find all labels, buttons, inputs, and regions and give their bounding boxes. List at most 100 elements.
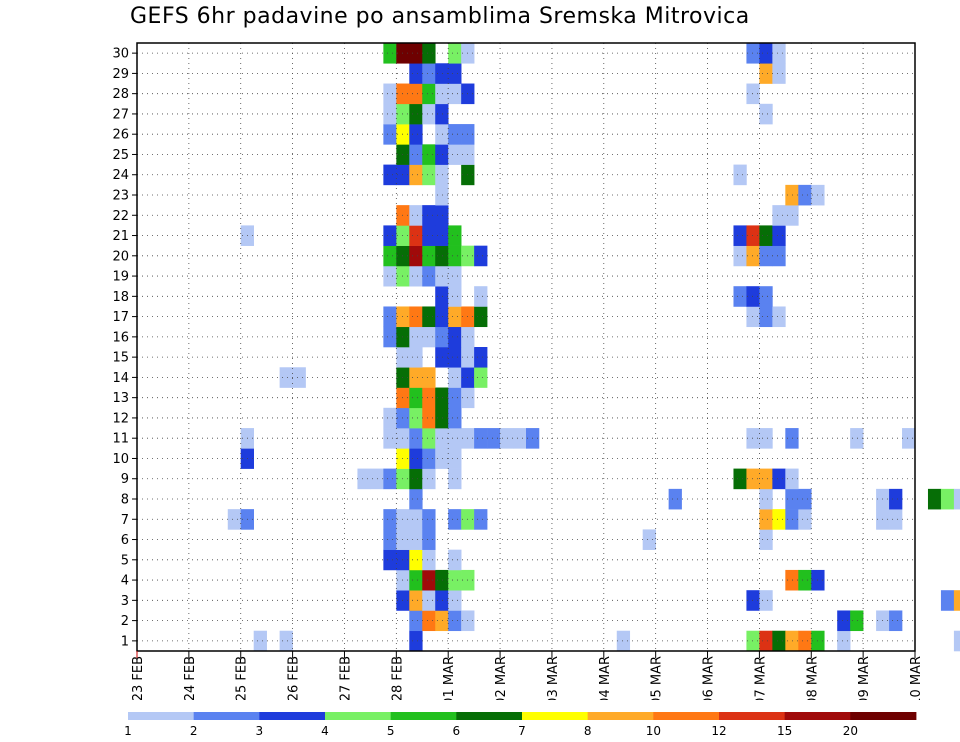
x-tick-label: 08 MAR — [805, 656, 820, 700]
heatmap-cell — [435, 124, 449, 145]
heatmap-cell — [746, 43, 760, 64]
y-tick-label: 6 — [121, 533, 129, 548]
heatmap-cell — [409, 63, 423, 84]
heatmap-cell — [733, 286, 747, 307]
heatmap-cell — [448, 509, 462, 530]
heatmap-cell — [422, 549, 436, 571]
heatmap-cell — [422, 144, 436, 165]
heatmap-cell — [759, 43, 773, 64]
y-tick-label: 23 — [112, 189, 129, 204]
legend-swatch — [259, 712, 326, 720]
heatmap-cell — [772, 43, 786, 64]
heatmap-cell — [409, 610, 423, 632]
legend-label: 6 — [453, 724, 461, 738]
heatmap-cell — [759, 590, 773, 611]
y-tick-label: 30 — [112, 47, 129, 62]
heatmap-cell — [798, 569, 812, 591]
heatmap-cell — [746, 245, 760, 267]
heatmap-cell — [850, 610, 864, 632]
heatmap-cell — [785, 428, 799, 449]
heatmap-cell — [448, 549, 462, 571]
heatmap-cell — [448, 245, 462, 267]
heatmap-cell — [409, 103, 423, 125]
y-tick-label: 22 — [112, 209, 129, 224]
heatmap-cell — [409, 367, 423, 388]
y-tick-label: 24 — [112, 168, 129, 183]
x-tick-label: 06 MAR — [702, 656, 717, 700]
heatmap-cell — [422, 63, 436, 84]
heatmap-cell — [409, 306, 423, 328]
heatmap-cell — [487, 428, 501, 449]
heatmap-cell — [409, 326, 423, 348]
x-tick-label: 01 MAR — [442, 656, 457, 700]
heatmap-cell — [759, 509, 773, 530]
heatmap-cell — [409, 83, 423, 105]
heatmap-cell — [772, 225, 786, 246]
heatmap-cell — [383, 124, 397, 145]
heatmap-cell — [474, 509, 488, 530]
heatmap-cell — [733, 245, 747, 267]
heatmap-cell — [798, 184, 812, 206]
heatmap-cell — [474, 367, 488, 388]
heatmap-cell — [422, 245, 436, 267]
legend-label: 8 — [584, 724, 592, 738]
heatmap-cell — [422, 103, 436, 125]
x-tick-label: 25 FEB — [235, 656, 250, 700]
heatmap-cell — [850, 428, 864, 449]
heatmap-cell — [383, 468, 397, 490]
y-tick-label: 19 — [112, 270, 129, 285]
heatmap-cell — [746, 428, 760, 449]
heatmap-cell — [759, 529, 773, 550]
heatmap-cell — [746, 306, 760, 328]
heatmap-cell — [357, 468, 371, 490]
heatmap-cell — [642, 529, 656, 550]
x-tick-label: 27 FEB — [338, 656, 353, 700]
heatmap-cell — [772, 630, 786, 652]
heatmap-cell — [668, 488, 682, 510]
y-tick-label: 14 — [112, 371, 129, 386]
heatmap-cells — [227, 43, 960, 652]
legend-label: 15 — [777, 724, 792, 738]
heatmap-cell — [798, 630, 812, 652]
x-tick-label: 26 FEB — [287, 656, 302, 700]
heatmap-cell — [785, 569, 799, 591]
heatmap-cell — [409, 630, 423, 652]
heatmap-cell — [448, 225, 462, 246]
y-tick-label: 29 — [112, 67, 129, 82]
heatmap-cell — [759, 468, 773, 490]
legend-label: 12 — [711, 724, 726, 738]
x-tick-label: 10 MAR — [909, 656, 924, 700]
heatmap-cell — [759, 488, 773, 510]
heatmap-cell — [435, 164, 449, 186]
heatmap-cell — [422, 468, 436, 490]
legend-label: 5 — [387, 724, 395, 738]
heatmap-cell — [409, 205, 423, 226]
heatmap-cell — [759, 428, 773, 449]
legend-swatch — [390, 712, 457, 720]
heatmap-cell — [383, 164, 397, 186]
heatmap-cell — [422, 509, 436, 530]
heatmap-cell — [435, 610, 449, 632]
heatmap-cell — [448, 468, 462, 490]
heatmap-cell — [409, 387, 423, 409]
y-tick-label: 8 — [121, 493, 129, 508]
heatmap-cell — [435, 265, 449, 287]
heatmap-cell — [383, 407, 397, 429]
heatmap-cell — [448, 43, 462, 64]
heatmap-cell — [422, 387, 436, 409]
heatmap-cell — [435, 347, 449, 368]
heatmap-cell — [409, 569, 423, 591]
heatmap-cell — [733, 225, 747, 246]
x-tick-label: 28 FEB — [390, 656, 405, 700]
y-tick-label: 16 — [112, 330, 129, 345]
heatmap-cell — [409, 43, 423, 64]
heatmap-cell — [435, 407, 449, 429]
heatmap-cell — [383, 43, 397, 64]
heatmap-cell — [940, 488, 955, 510]
heatmap-cell — [422, 83, 436, 105]
heatmap-cell — [474, 306, 488, 328]
heatmap-cell — [448, 144, 462, 165]
heatmap-cell — [746, 286, 760, 307]
heatmap-cell — [798, 509, 812, 530]
heatmap-cell — [435, 63, 449, 84]
